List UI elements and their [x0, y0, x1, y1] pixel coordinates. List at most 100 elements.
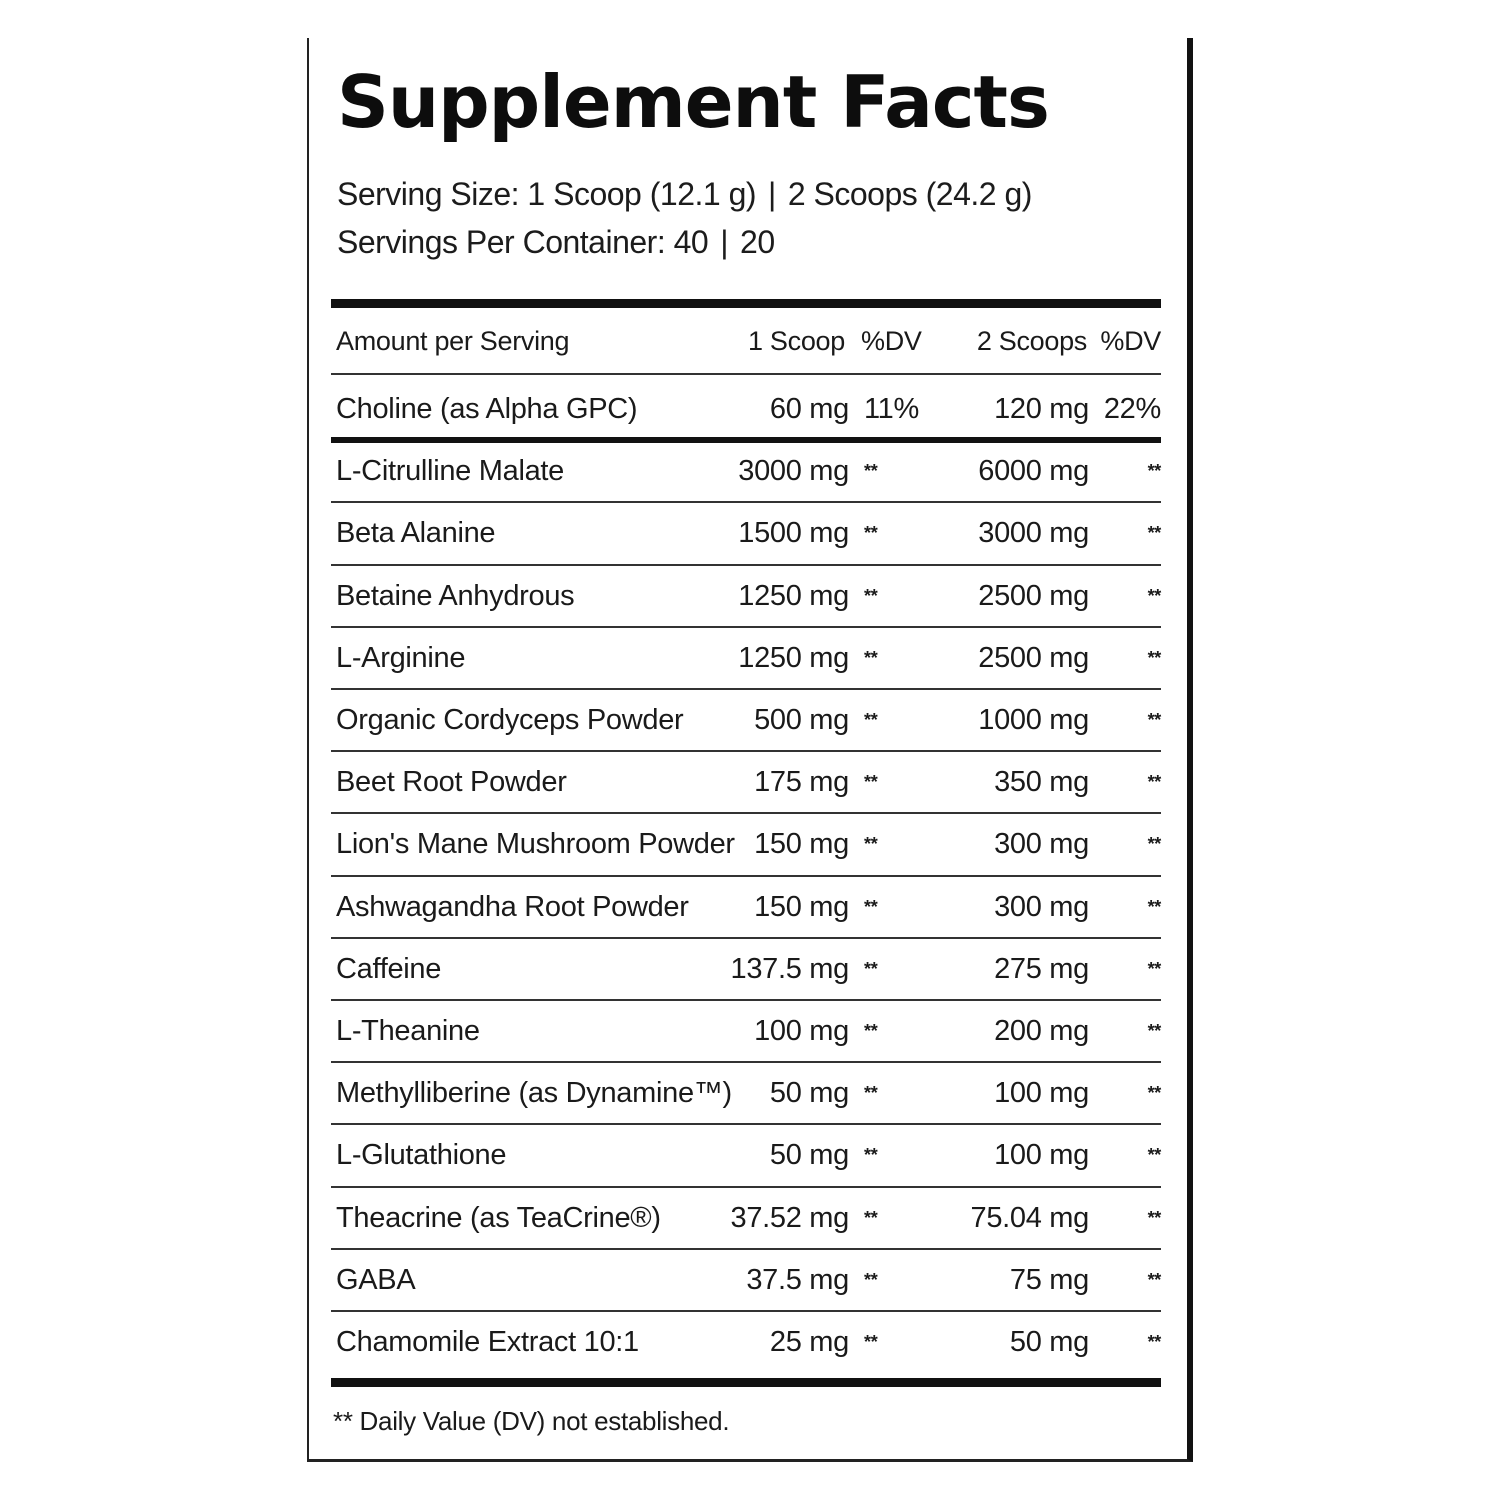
header-one-scoop: 1 Scoop — [748, 326, 845, 356]
ingredient-name: L-Arginine — [336, 641, 466, 674]
amount-one-scoop: 60 mg — [769, 393, 849, 425]
dv-one-scoop: ** — [864, 834, 878, 855]
row-divider — [331, 688, 1161, 690]
table-row: L-Arginine 1250 mg ** 2500 mg ** — [331, 627, 1161, 689]
table-row: Theacrine (as TeaCrine®) 37.52 mg ** 75.04 … — [331, 1187, 1161, 1249]
footnote: ** Daily Value (DV) not established. — [333, 1406, 730, 1436]
table-row: Beta Alanine 1500 mg ** 3000 mg ** — [331, 502, 1161, 564]
row-divider — [331, 625, 1161, 628]
ingredient-name: Beta Alanine — [336, 517, 496, 550]
amount-one-scoop: 25 mg — [769, 1326, 849, 1358]
ingredient-name: Choline (as Alpha GPC) — [336, 393, 638, 425]
dv-two-scoops: ** — [1147, 523, 1162, 544]
dv-two-scoops: ** — [1147, 1332, 1162, 1352]
amount-two-scoops: 300 mg — [994, 890, 1089, 923]
dv-one-scoop: ** — [864, 523, 878, 544]
dv-one-scoop: ** — [864, 896, 878, 917]
ingredient-name: Caffeine — [336, 952, 442, 985]
row-divider — [331, 812, 1161, 815]
dv-one-scoop: ** — [864, 585, 878, 606]
table-row: Chamomile Extract 10:1 25 mg ** 50 mg ** — [331, 1311, 1161, 1373]
row-divider — [331, 874, 1161, 877]
table-row: L-Citrulline Malate 3000 mg ** 6000 mg ** — [331, 440, 1161, 502]
table-row: Organic Cordyceps Powder 500 mg ** 1000 mg *… — [331, 689, 1161, 751]
amount-one-scoop: 3000 mg — [738, 455, 849, 488]
dv-one-scoop: ** — [864, 1083, 878, 1104]
servings-per-container-alt: 20 — [740, 224, 775, 260]
dv-one-scoop: ** — [864, 1145, 878, 1166]
ingredient-name: Methylliberine (as Dynamine™) — [336, 1077, 732, 1110]
ingredient-name: L-Citrulline Malate — [336, 455, 564, 488]
amount-one-scoop: 1500 mg — [738, 517, 849, 550]
amount-two-scoops: 2500 mg — [978, 641, 1089, 674]
ingredient-name: Lion's Mane Mushroom Powder — [336, 828, 735, 861]
ingredient-name: Betaine Anhydrous — [336, 579, 575, 612]
dv-one-scoop: ** — [864, 710, 878, 730]
dv-one-scoop: ** — [864, 1269, 878, 1290]
table-row: Methylliberine (as Dynamine™) 50 mg ** 100 … — [331, 1062, 1161, 1124]
servings-per-container-label: Servings Per Container: 40 — [337, 224, 709, 260]
amount-one-scoop: 1250 mg — [738, 579, 849, 612]
panel-title: Supplement Facts — [337, 60, 1050, 144]
dv-two-scoops: ** — [1147, 461, 1162, 482]
dv-two-scoops: 22% — [1103, 393, 1161, 425]
amount-two-scoops: 1000 mg — [978, 704, 1089, 736]
amount-two-scoops: 2500 mg — [978, 579, 1089, 612]
amount-one-scoop: 137.5 mg — [730, 952, 849, 985]
dv-two-scoops: ** — [1147, 1083, 1162, 1104]
row-divider — [331, 563, 1161, 566]
table-header-row: Amount per Serving 1 Scoop %DV 2 Scoops … — [331, 310, 1161, 372]
row-divider — [331, 501, 1161, 504]
table-row: GABA 37.5 mg ** 75 mg ** — [331, 1249, 1161, 1311]
row-divider — [331, 1247, 1161, 1250]
dv-two-scoops: ** — [1147, 647, 1162, 668]
amount-one-scoop: 100 mg — [754, 1015, 849, 1047]
dv-two-scoops: ** — [1147, 896, 1162, 917]
ingredient-name: Beet Root Powder — [336, 766, 567, 799]
row-divider — [331, 1185, 1161, 1188]
dv-two-scoops: ** — [1147, 1145, 1162, 1166]
ingredient-name: Chamomile Extract 10:1 — [336, 1326, 639, 1358]
row-divider — [331, 1123, 1161, 1126]
amount-one-scoop: 50 mg — [769, 1077, 849, 1110]
table-row: Lion's Mane Mushroom Powder 150 mg ** 300 m… — [331, 813, 1161, 875]
amount-two-scoops: 100 mg — [994, 1139, 1089, 1172]
dv-one-scoop: ** — [864, 958, 878, 979]
table-row: Betaine Anhydrous 1250 mg ** 2500 mg ** — [331, 565, 1161, 627]
dv-two-scoops: ** — [1147, 1269, 1162, 1290]
header-dv-one-scoop: %DV — [861, 326, 922, 356]
row-divider — [331, 936, 1161, 939]
dv-two-scoops: ** — [1147, 585, 1162, 606]
amount-two-scoops: 75 mg — [1009, 1263, 1089, 1296]
dv-one-scoop: 11% — [864, 393, 919, 425]
amount-one-scoop: 150 mg — [754, 890, 849, 923]
dv-one-scoop: ** — [864, 647, 878, 668]
table-row: L-Glutathione 50 mg ** 100 mg ** — [331, 1124, 1161, 1186]
dv-one-scoop: ** — [864, 1021, 878, 1041]
ingredient-name: Ashwagandha Root Powder — [336, 890, 689, 923]
table-row: Choline (as Alpha GPC) 60 mg 11% 120 mg 22% — [331, 378, 1161, 440]
serving-size-alt: 2 Scoops (24.2 g) — [787, 176, 1033, 212]
amount-two-scoops: 100 mg — [994, 1077, 1089, 1110]
dv-two-scoops: ** — [1147, 834, 1162, 855]
dv-two-scoops: ** — [1147, 710, 1162, 730]
dv-one-scoop: ** — [864, 461, 878, 482]
ingredient-name: GABA — [336, 1263, 416, 1296]
amount-one-scoop: 37.52 mg — [730, 1201, 849, 1234]
amount-two-scoops: 350 mg — [994, 766, 1089, 799]
header-dv-two-scoops: %DV — [1100, 326, 1161, 356]
amount-two-scoops: 75.04 mg — [970, 1201, 1089, 1234]
dv-one-scoop: ** — [864, 1332, 878, 1352]
amount-two-scoops: 50 mg — [1009, 1326, 1089, 1358]
amount-one-scoop: 150 mg — [754, 828, 849, 861]
dv-one-scoop: ** — [864, 772, 878, 793]
header-amount-per-serving: Amount per Serving — [336, 326, 570, 356]
divider-medium — [331, 437, 1161, 444]
ingredient-name: L-Glutathione — [336, 1139, 507, 1172]
amount-one-scoop: 500 mg — [754, 704, 849, 736]
dv-two-scoops: ** — [1147, 958, 1162, 979]
row-divider — [331, 1061, 1161, 1064]
ingredient-name: L-Theanine — [336, 1015, 480, 1047]
ingredient-name: Organic Cordyceps Powder — [336, 704, 684, 736]
dv-two-scoops: ** — [1147, 1021, 1162, 1041]
